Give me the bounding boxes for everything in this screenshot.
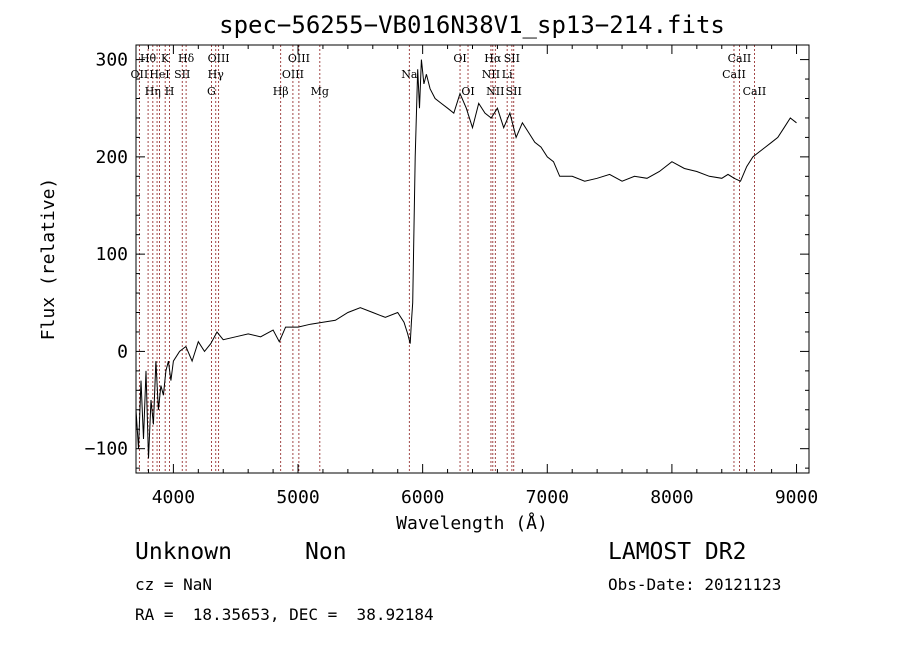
- line-label: CaII: [728, 52, 752, 65]
- y-tick-label: −100: [85, 439, 128, 460]
- line-label: Mg: [311, 85, 329, 98]
- line-label: OIII: [208, 52, 230, 65]
- line-label: SII: [174, 68, 190, 81]
- line-label: Hγ: [208, 68, 225, 81]
- y-tick-label: 0: [117, 341, 128, 362]
- line-label: Li: [502, 68, 513, 81]
- line-label: OIII: [282, 68, 304, 81]
- object-subclass: Non: [305, 539, 347, 565]
- emission-line-markers: [138, 45, 755, 473]
- emission-line-labels: OII Hθ Hη HeI K H SII Hδ G Hγ OIII Hβ OIII OIII Mg Na OI…: [131, 52, 767, 98]
- line-label: HeI: [149, 68, 169, 81]
- line-label: OI: [453, 52, 466, 65]
- x-tick-label: 6000: [401, 487, 444, 508]
- coordinates: RA = 18.35653, DEC = 38.92184: [135, 605, 434, 624]
- line-label: Hα: [484, 52, 502, 65]
- y-tick-label: 200: [95, 147, 128, 168]
- line-label: Hδ: [178, 52, 195, 65]
- line-label: NII: [486, 85, 504, 98]
- x-tick-label: 5000: [276, 487, 319, 508]
- survey-name: LAMOST DR2: [608, 539, 747, 565]
- line-label: Hβ: [273, 85, 289, 98]
- y-axis-label: Flux (relative): [38, 178, 59, 341]
- line-label: SII: [506, 85, 522, 98]
- line-label: SII: [504, 52, 520, 65]
- x-tick-label: 4000: [152, 487, 195, 508]
- redshift-cz: cz = NaN: [135, 575, 213, 594]
- line-label: Hη: [145, 85, 161, 98]
- x-axis: 4000 5000 6000 7000 8000 9000: [147, 45, 818, 508]
- y-tick-label: 100: [95, 244, 128, 265]
- line-label: Na: [401, 68, 418, 81]
- line-label: K: [161, 52, 170, 65]
- line-label: OII: [131, 68, 149, 81]
- chart-title: spec−56255−VB016N38V1_sp13−214.fits: [219, 11, 725, 39]
- x-tick-label: 8000: [650, 487, 693, 508]
- line-label: OIII: [288, 52, 310, 65]
- x-tick-label: 9000: [775, 487, 818, 508]
- line-label: OI: [461, 85, 474, 98]
- line-label: CaII: [743, 85, 767, 98]
- x-tick-label: 7000: [526, 487, 569, 508]
- line-label: G: [207, 85, 216, 98]
- line-label: NII: [482, 68, 500, 81]
- line-label: Hθ: [140, 52, 157, 65]
- plot-frame: [135, 44, 810, 474]
- line-label: H: [165, 85, 175, 98]
- y-axis: −100 0 100 200 300: [85, 50, 809, 469]
- y-tick-label: 300: [95, 50, 128, 71]
- x-axis-label: Wavelength (Å): [396, 512, 548, 534]
- line-label: CaII: [722, 68, 746, 81]
- spectrum-line: [135, 59, 797, 459]
- observation-date: Obs-Date: 20121123: [608, 575, 782, 594]
- object-type: Unknown: [135, 539, 232, 565]
